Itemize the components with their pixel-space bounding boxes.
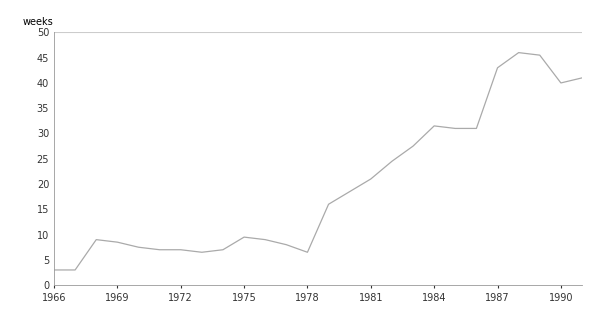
Text: weeks: weeks [22,17,53,27]
